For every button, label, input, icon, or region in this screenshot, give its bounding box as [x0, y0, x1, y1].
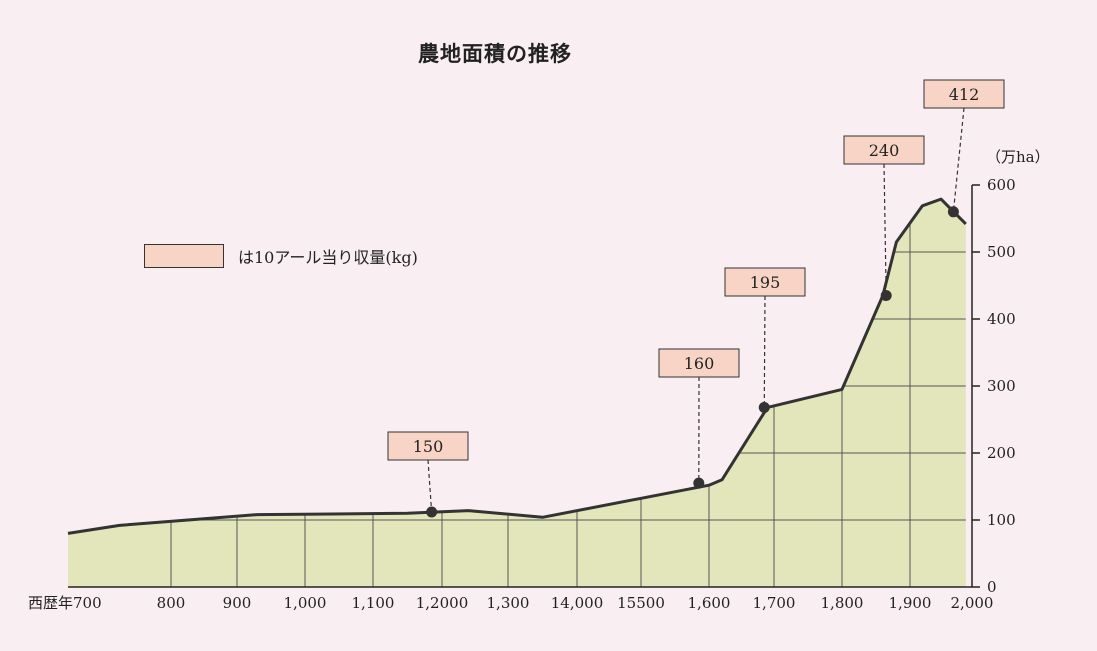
legend-text: は10アール当り収量(kg) — [238, 248, 418, 267]
x-tick-label: 西歴年700 — [28, 594, 102, 612]
annotation-leader — [952, 107, 965, 212]
y-tick-label: 0 — [987, 578, 997, 596]
annotation-box — [923, 79, 1005, 109]
legend: は10アール当り収量(kg) — [144, 244, 418, 268]
annotation-box — [843, 135, 925, 165]
y-tick-label: 600 — [987, 176, 1016, 194]
annotation-box — [387, 431, 469, 461]
x-tick-label: 1,000 — [284, 594, 327, 612]
x-tick-label: 1,2000 — [416, 594, 469, 612]
x-tick-label: 900 — [223, 594, 252, 612]
data-point-marker — [758, 401, 770, 413]
data-point-marker — [426, 506, 438, 518]
data-point-marker — [693, 477, 705, 489]
annotation-leader — [427, 459, 433, 513]
annotation-leader — [883, 163, 887, 296]
annotation-label: 412 — [949, 85, 980, 104]
annotation-leader — [763, 295, 766, 408]
x-tick-label: 1,100 — [352, 594, 395, 612]
x-tick-label: 1,800 — [821, 594, 864, 612]
y-tick-label: 300 — [987, 377, 1016, 395]
data-point-marker — [947, 206, 959, 218]
y-tick-label: 500 — [987, 243, 1016, 261]
x-tick-label: 2,000 — [951, 594, 994, 612]
x-tick-label: 1,900 — [889, 594, 932, 612]
x-tick-label: 800 — [157, 594, 186, 612]
annotation-label: 195 — [750, 273, 781, 292]
annotation-label: 240 — [869, 141, 900, 160]
data-point-marker — [880, 290, 892, 302]
x-tick-label: 1,600 — [688, 594, 731, 612]
x-tick-label: 1,700 — [753, 594, 796, 612]
annotation-box — [658, 348, 740, 378]
series-line — [67, 197, 967, 535]
annotation-label: 150 — [413, 437, 444, 456]
y-tick-label: 100 — [987, 511, 1016, 529]
y-tick-label: 400 — [987, 310, 1016, 328]
annotation-label: 160 — [684, 354, 715, 373]
y-tick-label: 200 — [987, 444, 1016, 462]
y-axis-label: （万ha） — [986, 148, 1050, 166]
chart-title: 農地面積の推移 — [418, 42, 572, 66]
x-tick-label: 15500 — [617, 594, 665, 612]
x-tick-label: 14,000 — [551, 594, 604, 612]
x-tick-label: 1,300 — [487, 594, 530, 612]
area-fill — [68, 199, 966, 587]
legend-swatch — [144, 244, 224, 268]
annotation-box — [724, 267, 806, 297]
